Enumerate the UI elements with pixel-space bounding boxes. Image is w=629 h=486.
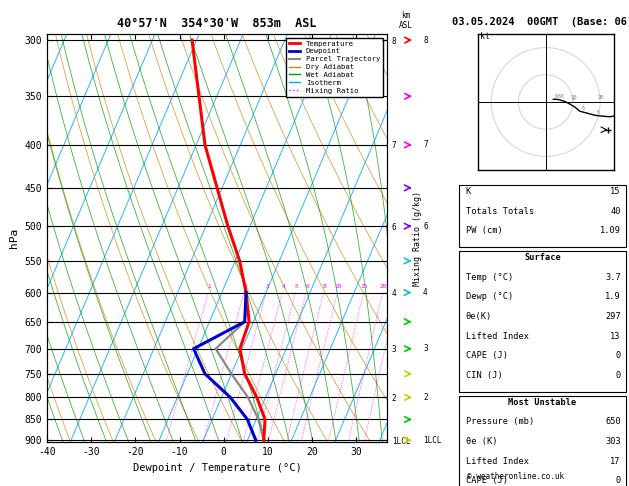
Text: 10: 10 xyxy=(570,95,577,100)
Text: CAPE (J): CAPE (J) xyxy=(466,351,508,360)
Text: Temp (°C): Temp (°C) xyxy=(466,273,513,282)
Text: θe(K): θe(K) xyxy=(466,312,492,321)
Y-axis label: hPa: hPa xyxy=(9,228,19,248)
Text: 3.7: 3.7 xyxy=(605,273,621,282)
Text: 6: 6 xyxy=(423,222,428,231)
Text: K: K xyxy=(466,187,471,196)
Bar xyxy=(459,251,626,392)
Text: 13: 13 xyxy=(610,331,621,341)
Text: 297: 297 xyxy=(605,312,621,321)
Text: Lifted Index: Lifted Index xyxy=(466,331,529,341)
Text: 6: 6 xyxy=(305,284,309,289)
Text: 10: 10 xyxy=(335,284,342,289)
Text: 8: 8 xyxy=(557,94,560,99)
Text: 0: 0 xyxy=(616,371,621,380)
Text: 6: 6 xyxy=(581,106,584,111)
Text: Surface: Surface xyxy=(524,253,561,262)
Text: 3: 3 xyxy=(423,344,428,353)
Text: Lifted Index: Lifted Index xyxy=(466,456,529,466)
Text: CIN (J): CIN (J) xyxy=(466,371,503,380)
Text: 5: 5 xyxy=(597,110,600,115)
Text: 8: 8 xyxy=(423,35,428,45)
Text: 20: 20 xyxy=(598,95,604,100)
Text: 8: 8 xyxy=(323,284,326,289)
Text: 1.09: 1.09 xyxy=(600,226,621,235)
Text: 7: 7 xyxy=(571,99,574,104)
Text: 4: 4 xyxy=(282,284,285,289)
Text: 40°57'N  354°30'W  853m  ASL: 40°57'N 354°30'W 853m ASL xyxy=(117,17,317,30)
Text: 20: 20 xyxy=(380,284,387,289)
Text: 40: 40 xyxy=(610,207,621,216)
Text: Pressure (mb): Pressure (mb) xyxy=(466,417,534,426)
Text: 15: 15 xyxy=(610,187,621,196)
Text: 3: 3 xyxy=(265,284,269,289)
Text: Totals Totals: Totals Totals xyxy=(466,207,534,216)
Text: 1: 1 xyxy=(208,284,211,289)
Text: PW (cm): PW (cm) xyxy=(466,226,503,235)
Text: 03.05.2024  00GMT  (Base: 06): 03.05.2024 00GMT (Base: 06) xyxy=(452,17,629,27)
Text: 5: 5 xyxy=(294,284,298,289)
Bar xyxy=(459,185,626,247)
Text: 15: 15 xyxy=(360,284,368,289)
Y-axis label: Mixing Ratio (g/kg): Mixing Ratio (g/kg) xyxy=(413,191,422,286)
Text: Most Unstable: Most Unstable xyxy=(508,398,577,407)
X-axis label: Dewpoint / Temperature (°C): Dewpoint / Temperature (°C) xyxy=(133,463,301,473)
Text: 9: 9 xyxy=(555,94,557,99)
Text: 17: 17 xyxy=(610,456,621,466)
Text: 0: 0 xyxy=(616,476,621,485)
Text: 1LCL: 1LCL xyxy=(423,436,442,445)
Text: © weatheronline.co.uk: © weatheronline.co.uk xyxy=(467,472,564,481)
Text: 650: 650 xyxy=(605,417,621,426)
Text: 2: 2 xyxy=(423,393,428,402)
Bar xyxy=(459,396,626,486)
Text: kt: kt xyxy=(481,33,491,41)
Text: 0: 0 xyxy=(616,351,621,360)
Text: CAPE (J): CAPE (J) xyxy=(466,476,508,485)
Text: Dewp (°C): Dewp (°C) xyxy=(466,293,513,301)
Text: km
ASL: km ASL xyxy=(399,11,413,30)
Text: 7: 7 xyxy=(423,140,428,149)
Text: θe (K): θe (K) xyxy=(466,437,498,446)
Text: 1.9: 1.9 xyxy=(605,293,621,301)
Text: 303: 303 xyxy=(605,437,621,446)
Text: 8: 8 xyxy=(560,94,564,99)
Text: 4: 4 xyxy=(423,288,428,297)
Text: 2: 2 xyxy=(243,284,247,289)
Legend: Temperature, Dewpoint, Parcel Trajectory, Dry Adiabat, Wet Adiabat, Isotherm, Mi: Temperature, Dewpoint, Parcel Trajectory… xyxy=(286,37,383,97)
